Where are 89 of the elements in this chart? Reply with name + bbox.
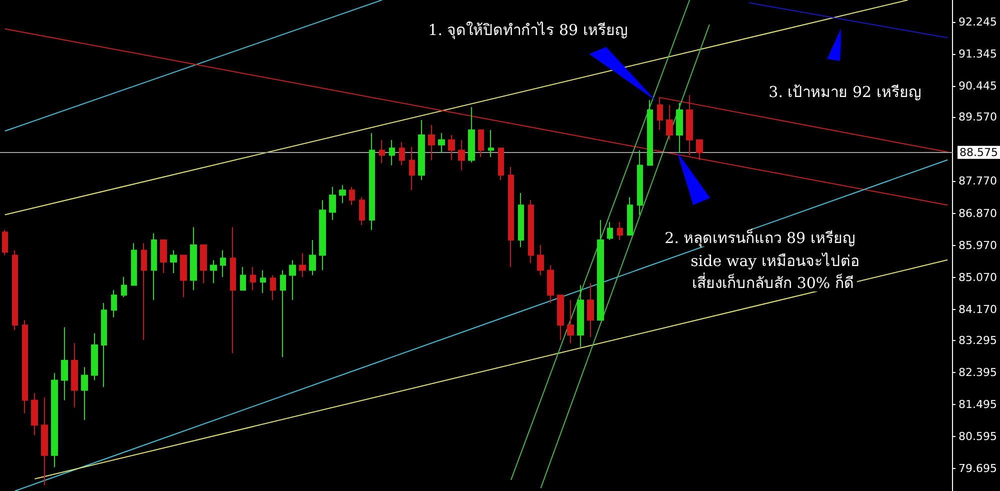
- candlestick: [111, 290, 117, 318]
- candlestick: [567, 300, 574, 344]
- candlestick: [270, 274, 276, 301]
- candlestick: [12, 250, 18, 331]
- candlestick: [647, 100, 653, 166]
- candlestick: [418, 119, 425, 181]
- candlestick: [260, 270, 266, 294]
- candlestick: [349, 186, 355, 206]
- annotation: 1. จุดให้ปิดทำกำไร 89 เหรียญ: [428, 21, 628, 40]
- y-tick-label: 85.970: [958, 238, 998, 252]
- candlestick: [240, 266, 246, 291]
- y-tick-label: 81.495: [958, 398, 998, 412]
- y-tick-label: 89.570: [958, 110, 998, 124]
- candlestick: [101, 302, 107, 388]
- candlestick: [160, 239, 167, 274]
- candlestick: [399, 142, 405, 166]
- annotation: เสี่ยงเก็บกลับสัก 30% ก็ดี: [692, 272, 854, 292]
- candlestick: [31, 392, 38, 436]
- candlestick: [141, 242, 147, 341]
- candlestick: [488, 129, 494, 158]
- y-tick-label: 84.170: [958, 302, 998, 316]
- candlestick: [230, 226, 236, 354]
- candlestick: [121, 276, 127, 298]
- y-tick-label: 82.395: [958, 366, 998, 380]
- candlestick: [359, 196, 365, 226]
- candlestick: [468, 106, 475, 163]
- candlestick: [299, 252, 306, 278]
- candlestick: [547, 264, 554, 304]
- candlestick: [428, 124, 435, 161]
- y-tick-label: 87.770: [958, 174, 998, 188]
- annotation: side way เหมือนจะไปต่อ: [690, 252, 860, 270]
- candlestick: [389, 139, 395, 166]
- candlestick: [379, 139, 385, 164]
- candlestick: [41, 396, 48, 486]
- candlestick: [2, 230, 8, 256]
- y-tick-label: 92.245: [958, 15, 998, 28]
- candlestick: [438, 132, 445, 154]
- candlestick: [448, 134, 455, 161]
- candlestick: [498, 148, 504, 181]
- y-tick-label: 91.345: [958, 47, 998, 60]
- y-tick-label: 85.070: [958, 270, 998, 284]
- candlestick: [51, 372, 58, 468]
- annotation: 3. เป้าหมาย 92 เหรียญ: [768, 83, 922, 101]
- candlestick: [289, 260, 296, 301]
- candlestick: [369, 132, 375, 231]
- y-tick-label: 86.870: [958, 206, 998, 220]
- candlestick: [22, 320, 28, 414]
- candlestick: [250, 266, 256, 291]
- candlestick: [666, 104, 673, 140]
- candlestick: [180, 254, 187, 298]
- candlestick: [537, 244, 544, 276]
- y-tick-label: 90.445: [958, 79, 998, 92]
- candlestick: [329, 186, 336, 221]
- candlestick: [409, 146, 415, 191]
- candlestick: [151, 232, 157, 301]
- candlestick: [607, 222, 613, 240]
- candlestick: [587, 282, 594, 338]
- y-tick-label: 80.595: [958, 430, 998, 444]
- y-tick-label: 79.695: [958, 462, 998, 476]
- annotation: 2. หลุดเทรนก็แถว 89 เหรียญ: [664, 228, 856, 248]
- candlestick: [627, 196, 633, 236]
- candlestick: [696, 139, 703, 161]
- candlestick: [309, 239, 316, 276]
- candlestick: [280, 270, 286, 358]
- candlestick: [617, 222, 623, 240]
- candlestick: [131, 242, 137, 286]
- candlestick: [508, 166, 514, 268]
- candlestick: [319, 200, 326, 271]
- candlestick: [557, 294, 564, 341]
- candlestick: [518, 192, 524, 248]
- candlestick: [676, 102, 683, 154]
- candlestick: [81, 366, 88, 421]
- candlestick: [190, 226, 197, 291]
- candlestick: [478, 129, 484, 158]
- candlestick: [200, 244, 207, 284]
- candlestick: [339, 184, 346, 204]
- candlestick: [61, 326, 68, 401]
- candlestick: [637, 150, 643, 216]
- candlestick: [210, 260, 217, 284]
- candlestick: [220, 250, 226, 278]
- candlestick: [597, 220, 604, 321]
- y-tick-label: 83.295: [958, 334, 998, 348]
- ref-line-label: 88.575: [960, 146, 998, 159]
- candlestick: [170, 250, 177, 274]
- candlestick: [528, 200, 534, 264]
- candlestick: [458, 139, 465, 171]
- candlestick: [91, 332, 98, 381]
- candlestick: [71, 342, 78, 408]
- candlestick: [577, 284, 584, 348]
